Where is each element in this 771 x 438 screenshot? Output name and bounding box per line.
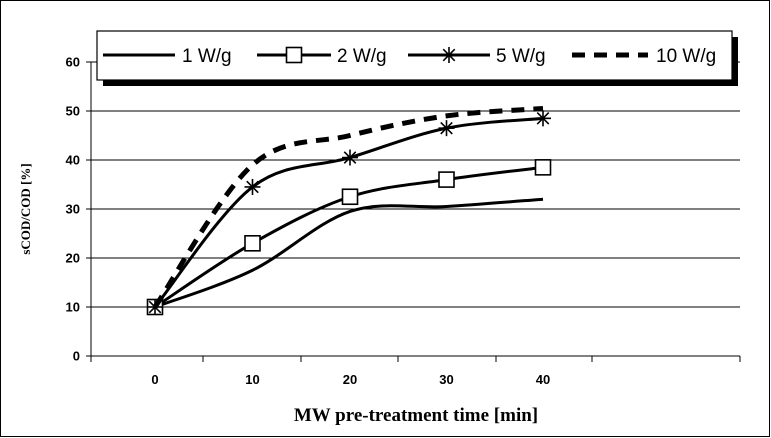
series-5-w-g-marker-star <box>535 110 551 127</box>
x-tick-label: 40 <box>536 372 550 387</box>
legend-item-1-w-g-label: 1 W/g <box>182 46 232 67</box>
series <box>146 106 552 316</box>
y-tick-label: 50 <box>66 104 80 119</box>
series-2-w-g-marker-square <box>341 188 359 206</box>
series-2-w-g-marker-square <box>244 235 261 252</box>
legend-item-5-w-g-label: 5 W/g <box>496 46 546 67</box>
y-tick-label: 40 <box>66 153 80 168</box>
series-1-w-g-line <box>154 197 544 309</box>
x-tick-label: 20 <box>343 372 357 387</box>
series-5-w-g-marker-star-stroke <box>343 151 357 164</box>
series-5-w-g-marker-star-stroke <box>440 121 453 135</box>
series-5-w-g-marker-star <box>244 178 261 195</box>
legend-item-10-w-g-label: 10 W/g <box>656 46 716 67</box>
legend: 1 W/g 2 W/g 5 W/g 10 W/g <box>96 30 738 86</box>
series-2-w-g-marker-square <box>438 171 455 188</box>
legend-item-5-w-g-marker-star-stroke <box>442 48 456 62</box>
y-tick-label: 20 <box>66 251 80 266</box>
y-tick-label: 10 <box>66 300 80 315</box>
y-tick-label: 60 <box>66 55 80 70</box>
legend-item-2-w-g-marker-square <box>285 46 303 64</box>
series-5-w-g-marker-star <box>438 120 455 137</box>
series-5-w-g-marker-star <box>342 149 358 166</box>
x-tick-label: 0 <box>151 372 158 387</box>
legend-item-2-w-g-label: 2 W/g <box>337 46 387 67</box>
x-tick-label: 30 <box>439 372 453 387</box>
series-10-w-g-line <box>152 106 544 309</box>
y-tick-label: 0 <box>73 349 80 364</box>
y-axis-title: sCOD/COD [%] <box>18 163 33 254</box>
series-5-w-g-line <box>153 116 544 308</box>
series-2-w-g-marker-square <box>534 159 552 176</box>
y-tick-label: 30 <box>66 202 80 217</box>
legend-item-5-w-g-marker-star <box>441 47 457 63</box>
axes: 0 10 20 30 40 50 60 0 10 20 30 40 <box>66 55 741 387</box>
x-axis-title: MW pre-treatment time [min] <box>294 405 538 426</box>
series-5-w-g-marker-star-stroke <box>536 112 550 125</box>
x-tick-label: 10 <box>245 372 259 387</box>
series-5-w-g-marker-star-stroke <box>246 180 259 194</box>
